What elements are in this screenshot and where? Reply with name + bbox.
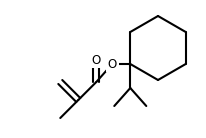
Text: O: O <box>108 58 117 71</box>
Text: O: O <box>92 54 101 67</box>
